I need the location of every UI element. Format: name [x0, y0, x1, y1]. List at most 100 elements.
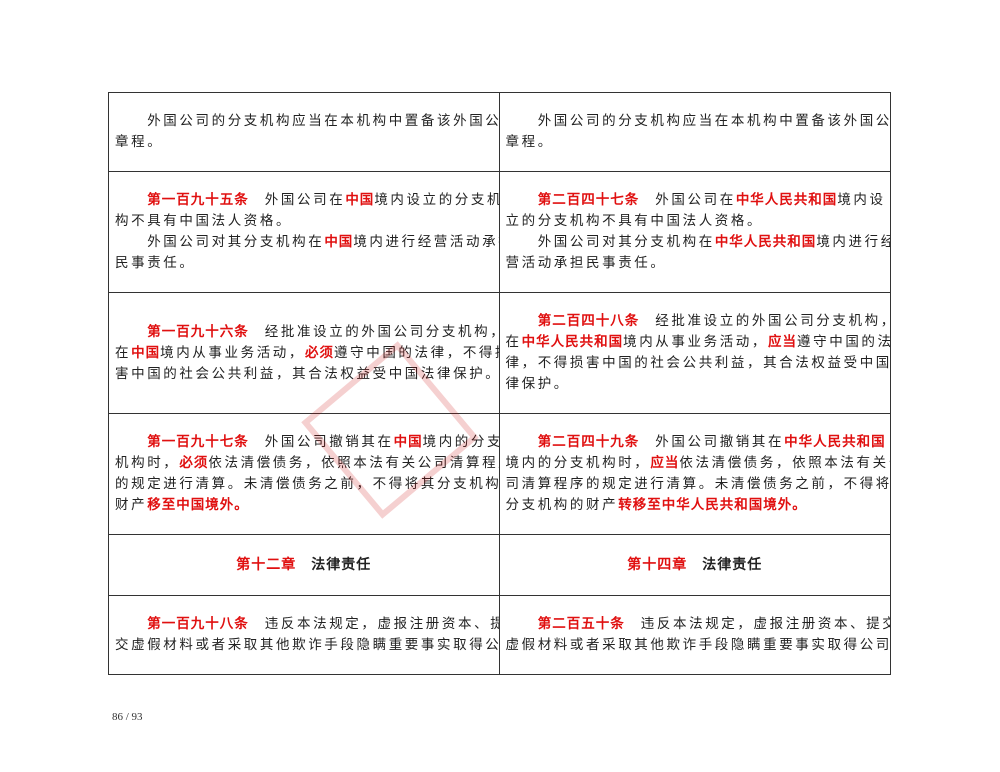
text-line: 章程。 [115, 132, 493, 153]
text-line: 外国公司对其分支机构在中国境内进行经营活动承担 [115, 232, 498, 253]
body-text: 依法清偿债务，依照本法有关公 [679, 455, 890, 471]
old-law-cell: 第十二章 法律责任 [109, 535, 500, 595]
highlighted-text: 第一百九十八条 [147, 616, 249, 632]
body-text: 外国公司在 [639, 192, 736, 208]
body-text: 境内进行经营活动承担 [353, 234, 500, 250]
body-text: 机构时， [115, 455, 180, 471]
old-law-cell: 第一百九十五条 外国公司在中国境内设立的分支机构不具有中国法人资格。 外国公司对… [109, 172, 500, 292]
body-text: 外国公司对其分支机构在 [505, 234, 715, 250]
text-line: 立的分支机构不具有中国法人资格。 [506, 211, 885, 232]
body-text: 经批准设立的外国公司分支机构， [639, 313, 890, 329]
body-text: 外国公司的分支机构应当在本机构中置备该外国公司 [115, 113, 500, 129]
text-line: 机构时，必须依法清偿债务，依照本法有关公司清算程序 [115, 453, 499, 474]
old-law-cell: 第一百九十八条 违反本法规定，虚报注册资本、提交虚假材料或者采取其他欺诈手段隐瞒… [109, 596, 500, 674]
text-line: 境内的分支机构时，应当依法清偿债务，依照本法有关公 [505, 453, 891, 474]
body-text: 章程。 [505, 134, 554, 150]
body-text: 依法清偿债务，依照本法有关公司清算程序 [208, 455, 500, 471]
page-number: 86 / 93 [112, 711, 143, 723]
text-line: 民事责任。 [115, 253, 493, 274]
text-line: 构不具有中国法人资格。 [115, 211, 493, 232]
text-line: 在中华人民共和国境内从事业务活动，应当遵守中国的法 [505, 332, 891, 353]
article-row: 第一百九十五条 外国公司在中国境内设立的分支机 构不具有中国法人资格。 外国公司对… [109, 171, 890, 292]
body-text: 章程。 [115, 134, 164, 150]
old-law-cell: 第一百九十六条 经批准设立的外国公司分支机构， 在中国境内从事业务活动，必须遵守中… [109, 293, 500, 413]
body-text: 的规定进行清算。未清偿债务之前，不得将其分支机构的 [115, 476, 500, 492]
text-line: 交虚假材料或者采取其他欺诈手段隐瞒重要事实取得公司 [115, 635, 499, 656]
body-text: 外国公司撤销其在 [639, 434, 785, 450]
text-line: 害中国的社会公共利益，其合法权益受中国法律保护。 [115, 364, 499, 385]
highlighted-text: 应当 [768, 334, 798, 350]
highlighted-text: 中华人民共和国 [714, 234, 817, 250]
body-text: 财产 [115, 497, 148, 513]
body-text: 在 [505, 334, 522, 350]
body-text: 经批准设立的外国公司分支机构， [248, 323, 500, 340]
body-text: 外国公司在 [248, 192, 346, 208]
new-law-cell: 第十四章 法律责任 [500, 535, 891, 595]
text-line: 律，不得损害中国的社会公共利益，其合法权益受中国法 [506, 353, 891, 374]
body-text: 营活动承担民事责任。 [505, 255, 667, 271]
body-text: 违反本法规定，虚报注册资本、提交 [624, 616, 890, 632]
highlighted-text: 中华人民共和国 [735, 192, 838, 208]
text-line: 司清算程序的规定进行清算。未清偿债务之前，不得将其 [506, 474, 891, 495]
highlighted-text: 转移至中华人民共和国境外。 [618, 497, 807, 513]
text-line: 第二百四十九条 外国公司撤销其在中华人民共和国 [506, 432, 885, 453]
text-line: 第一百九十六条 经批准设立的外国公司分支机构， [115, 322, 498, 343]
text-line: 虚假材料或者采取其他欺诈手段隐瞒重要事实取得公司登 [506, 635, 891, 656]
highlighted-text: 必须 [179, 455, 209, 471]
new-law-cell: 第二百四十九条 外国公司撤销其在中华人民共和国 境内的分支机构时，应当依法清偿债务… [500, 414, 891, 534]
body-text [115, 616, 147, 632]
highlighted-text: 移至中国境外。 [147, 497, 249, 513]
highlighted-text: 第二百四十七条 [537, 192, 640, 208]
article-row: 外国公司的分支机构应当在本机构中置备该外国公司 章程。 外国公司的分支机构应当在本… [109, 93, 890, 171]
old-law-cell: 第一百九十七条 外国公司撤销其在中国境内的分支 机构时，必须依法清偿债务，依照本法… [109, 414, 500, 534]
body-text: 境内的分支 [422, 434, 500, 450]
body-text [506, 313, 538, 329]
highlighted-text: 中国 [345, 192, 375, 208]
body-text: 构不具有中国法人资格。 [115, 213, 293, 229]
text-line: 章程。 [506, 132, 885, 153]
body-text: 律保护。 [505, 376, 570, 392]
highlighted-text: 第一百九十五条 [147, 192, 249, 208]
text-line: 第十四章 法律责任 [627, 555, 762, 576]
body-text: 境内从事业务活动， [160, 344, 306, 361]
body-text: 境内设 [837, 192, 886, 208]
body-text: 法律责任 [296, 556, 372, 573]
text-line: 外国公司的分支机构应当在本机构中置备该外国公司 [115, 111, 498, 132]
highlighted-text: 第十二章 [236, 556, 297, 573]
body-text: 遵守中国的法律，不得损 [334, 344, 500, 361]
highlighted-text: 中华人民共和国 [521, 334, 624, 350]
text-line: 第二百四十八条 经批准设立的外国公司分支机构， [506, 311, 890, 332]
text-line: 第二百五十条 违反本法规定，虚报注册资本、提交 [506, 614, 890, 635]
body-text: 在 [115, 344, 132, 361]
text-line: 律保护。 [506, 374, 885, 395]
text-line: 第十二章 法律责任 [236, 555, 371, 576]
new-law-cell: 第二百四十八条 经批准设立的外国公司分支机构， 在中华人民共和国境内从事业务活动，… [500, 293, 891, 413]
body-text: 法律责任 [687, 556, 763, 573]
highlighted-text: 第一百九十六条 [147, 323, 249, 340]
highlighted-text: 第二百四十八条 [537, 313, 640, 329]
text-line: 第二百四十七条 外国公司在中华人民共和国境内设 [506, 190, 885, 211]
body-text: 境内进行经 [816, 234, 890, 250]
body-text: 律，不得损害中国的社会公共利益，其合法权益受中国法 [505, 355, 891, 371]
chapter-heading-row: 第十二章 法律责任 第十四章 法律责任 [109, 534, 890, 595]
new-law-cell: 外国公司的分支机构应当在本机构中置备该外国公司 章程。 [500, 93, 891, 171]
highlighted-text: 第十四章 [627, 556, 688, 573]
body-text: 境内的分支机构时， [505, 455, 651, 471]
law-comparison-table: 外国公司的分支机构应当在本机构中置备该外国公司 章程。 外国公司的分支机构应当在本… [108, 92, 891, 675]
body-text [506, 192, 538, 208]
text-line: 的规定进行清算。未清偿债务之前，不得将其分支机构的 [115, 474, 499, 495]
article-row: 第一百九十七条 外国公司撤销其在中国境内的分支 机构时，必须依法清偿债务，依照本法… [109, 413, 890, 534]
body-text: 交虚假材料或者采取其他欺诈手段隐瞒重要事实取得公司 [115, 637, 500, 653]
body-text [115, 324, 147, 340]
text-line: 第一百九十五条 外国公司在中国境内设立的分支机 [115, 190, 498, 211]
highlighted-text: 中国 [393, 434, 423, 450]
text-line: 分支机构的财产转移至中华人民共和国境外。 [506, 495, 885, 516]
highlighted-text: 必须 [305, 344, 335, 361]
highlighted-text: 中国 [324, 234, 354, 250]
body-text: 违反本法规定，虚报注册资本、提 [248, 616, 500, 632]
body-text: 外国公司撤销其在 [248, 434, 394, 450]
highlighted-text: 中国 [131, 344, 161, 361]
old-law-cell: 外国公司的分支机构应当在本机构中置备该外国公司 章程。 [109, 93, 500, 171]
highlighted-text: 第二百五十条 [537, 616, 625, 632]
body-text: 遵守中国的法 [797, 334, 890, 350]
